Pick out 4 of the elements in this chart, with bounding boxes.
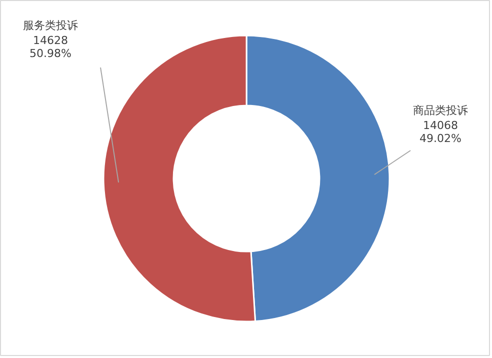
slice-label: 服务类投诉 — [23, 19, 78, 32]
data-label: 14628 50.98% — [30, 34, 72, 60]
data-label: 14068 49.02% — [420, 119, 462, 145]
slice-label: 商品类投诉 — [413, 104, 468, 117]
